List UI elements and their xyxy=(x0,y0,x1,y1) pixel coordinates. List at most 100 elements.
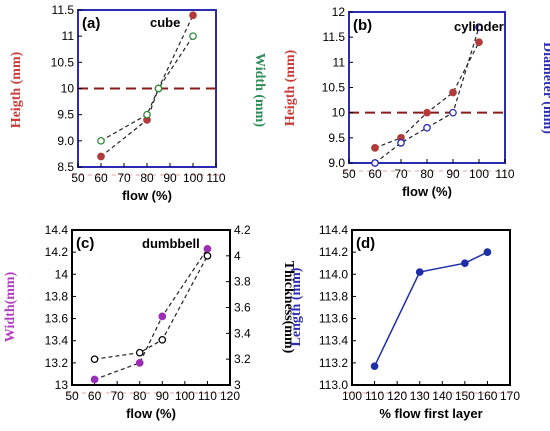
data-point xyxy=(135,359,144,367)
data-point xyxy=(423,108,431,117)
x-tick-label: 150 xyxy=(455,389,475,403)
panel-4: 100 110 120 130 140 150 160 170 113.0 113.2 113.4 1… xyxy=(289,223,520,421)
y-tick-label: 113.4 xyxy=(319,334,348,348)
panel-label: (a) xyxy=(82,15,100,32)
y-tick-label: 13.4 xyxy=(45,334,69,348)
y-tick-label: 14.2 xyxy=(45,245,69,259)
data-point xyxy=(143,110,151,119)
data-point xyxy=(371,144,379,152)
series-line-2 xyxy=(374,26,480,164)
x-tick-label: 100 xyxy=(183,171,203,185)
y-tick-label: 11.5 xyxy=(323,30,346,44)
series-line-2 xyxy=(94,255,208,360)
data-point xyxy=(371,159,379,167)
data-point xyxy=(449,108,457,117)
series-line-2 xyxy=(100,35,194,142)
x-tick-label: 140 xyxy=(432,389,452,403)
x-tick-label: 60 xyxy=(88,389,102,403)
x-tick-label: 130 xyxy=(410,389,430,403)
x-tick-label: 80 xyxy=(420,167,434,181)
y-right-axis-label: Width (mm) xyxy=(252,53,267,127)
y-tick-label: 14 xyxy=(55,267,69,281)
panel-1: 50 60 70 80 90 100 110 8.5 9.0 9.5 10 10.5 11 11.5 (a)… xyxy=(9,3,267,203)
y-tick-label: 113.2 xyxy=(319,356,348,370)
y-axis-label: Heigth (mm) xyxy=(9,51,24,128)
y-tick-label: 114.4 xyxy=(319,223,348,237)
x-axis-label: flow (%) xyxy=(402,184,452,199)
y-tick-label: 113.8 xyxy=(319,289,348,303)
data-point xyxy=(483,248,492,256)
y-tick-label: 14.4 xyxy=(45,223,69,237)
y-tick-label: 9.5 xyxy=(57,108,74,122)
data-point xyxy=(475,23,483,31)
x-tick-label: 100 xyxy=(175,389,195,403)
y-tick-label: 11 xyxy=(62,29,75,43)
x-tick-label: 110 xyxy=(495,167,514,181)
y-tick-label: 10.5 xyxy=(51,55,75,69)
plot-frame xyxy=(351,229,511,386)
x-axis-label: flow (%) xyxy=(122,188,172,203)
x-tick-label: 90 xyxy=(446,167,460,181)
y-tick-label: 114.0 xyxy=(319,267,348,281)
y-right-tick-label: 4 xyxy=(234,249,241,263)
x-tick-label: 100 xyxy=(342,389,362,403)
x-tick-label: 60 xyxy=(94,171,108,185)
y-right-axis-label: Thickness(mm) xyxy=(281,261,296,354)
x-tick-label: 160 xyxy=(477,389,497,403)
y-tick-label: 9.0 xyxy=(57,134,74,148)
y-tick-label: 11.5 xyxy=(52,3,75,17)
y-tick-label: 10 xyxy=(61,82,75,96)
y-tick-label: 113.6 xyxy=(319,312,348,326)
data-point xyxy=(189,32,197,41)
panel-title: cube xyxy=(150,15,180,30)
x-tick-label: 120 xyxy=(220,389,240,403)
y-tick-label: 114.2 xyxy=(319,245,348,259)
series-line-1 xyxy=(374,41,480,149)
data-point xyxy=(397,139,405,147)
panel-label: (b) xyxy=(353,17,372,34)
y-right-tick-label: 3.6 xyxy=(234,301,251,315)
y-tick-label: 113.0 xyxy=(319,378,348,392)
y-tick-label: 11 xyxy=(333,55,346,69)
data-point xyxy=(415,268,424,276)
x-tick-label: 110 xyxy=(365,389,384,403)
plot-frame xyxy=(348,11,506,164)
panel-2: 50 60 70 80 90 100 110 9.0 9.5 10 10.5 11 11.5 12 (b) c… xyxy=(283,5,550,199)
panel-label: (c) xyxy=(76,235,94,252)
x-tick-label: 110 xyxy=(198,389,217,403)
y-right-tick-label: 3.8 xyxy=(234,275,251,289)
y-right-axis-label: Diameter (mm) xyxy=(540,42,550,134)
x-axis-label: % flow first layer xyxy=(379,406,482,421)
x-tick-label: 120 xyxy=(387,389,407,403)
data-point xyxy=(97,136,105,145)
data-point xyxy=(158,312,167,321)
y-tick-label: 13 xyxy=(55,378,69,392)
x-tick-label: 60 xyxy=(368,167,382,181)
y-tick-label: 10.5 xyxy=(322,81,346,95)
x-tick-label: 110 xyxy=(206,171,225,185)
y-tick-label: 9.0 xyxy=(328,156,345,170)
y-tick-label: 10 xyxy=(332,106,346,120)
x-tick-label: 80 xyxy=(133,389,147,403)
y-tick-label: 8.5 xyxy=(57,160,74,174)
y-axis-label: Width(mm) xyxy=(3,271,18,342)
data-point xyxy=(203,244,212,253)
x-tick-label: 100 xyxy=(469,167,489,181)
panel-3: 50 60 70 80 90 100 110 120 13 13.2 13.4 13.6 13.8 14 1… xyxy=(3,223,296,421)
y-tick-label: 13.8 xyxy=(45,289,69,303)
series-line-1 xyxy=(100,14,194,158)
data-point xyxy=(154,84,163,93)
y-tick-label: 12 xyxy=(332,5,346,19)
x-tick-label: 50 xyxy=(342,167,356,181)
x-tick-label: 80 xyxy=(140,171,154,185)
data-point xyxy=(189,11,197,20)
x-axis-label: flow (%) xyxy=(126,406,176,421)
panel-title: cylinder xyxy=(454,19,504,34)
data-point xyxy=(461,259,469,268)
series-line-1 xyxy=(94,248,208,381)
x-tick-label: 50 xyxy=(65,389,79,403)
y-tick-label: 9.5 xyxy=(328,131,345,145)
panel-title: dumbbell xyxy=(142,236,200,251)
y-right-tick-label: 4.2 xyxy=(234,223,251,237)
